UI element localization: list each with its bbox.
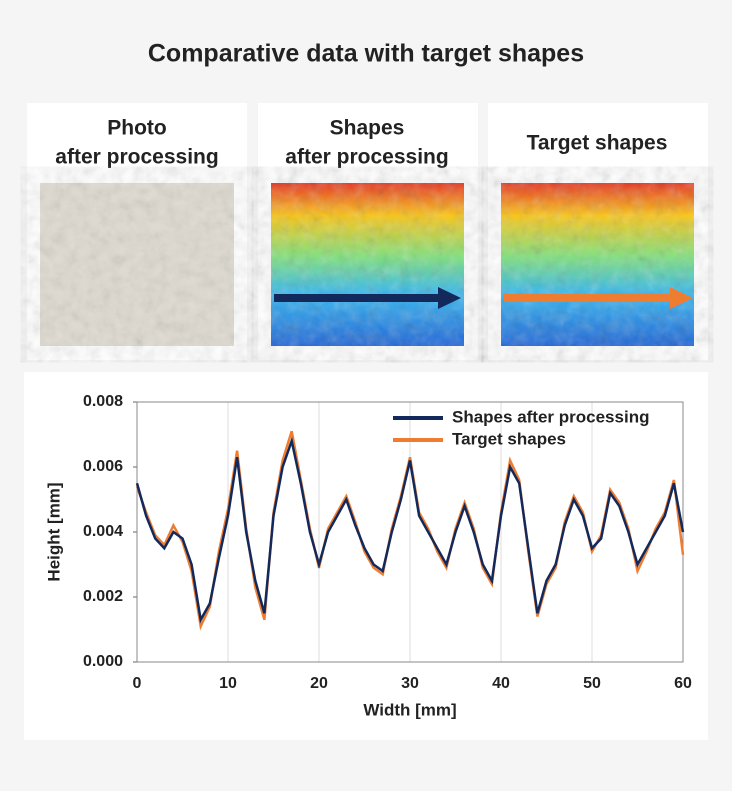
heatmap-texture — [271, 183, 464, 346]
arrow-head — [670, 287, 693, 309]
panel-title: after processing — [55, 146, 218, 169]
y-tick-label: 0.000 — [83, 653, 123, 670]
heatmap-texture — [501, 183, 694, 346]
x-tick-label: 50 — [583, 675, 601, 692]
chart: 0 10 20 30 40 50 60 0.000 0.002 0.004 0.006 0.008 Wi… — [44, 393, 692, 719]
data-line — [135, 436, 685, 624]
y-tick-label: 0.008 — [83, 393, 123, 410]
y-tick-label: 0.006 — [83, 458, 123, 475]
y-tick-label: 0.002 — [83, 588, 123, 605]
panel-title: Photo — [107, 117, 166, 140]
y-axis-label: Height [mm] — [44, 482, 63, 581]
x-axis-label: Width [mm] — [363, 700, 456, 719]
x-tick-label: 60 — [674, 675, 692, 692]
x-tick-label: 0 — [133, 675, 142, 692]
x-tick-label: 30 — [401, 675, 419, 692]
x-tick-label: 40 — [492, 675, 510, 692]
panel-title: Shapes — [330, 117, 405, 140]
x-tick-label: 20 — [310, 675, 328, 692]
page-title: Comparative data with target shapes — [148, 40, 584, 68]
panel-title: Target shapes — [527, 132, 668, 155]
photo-texture — [40, 183, 234, 346]
x-tick-label: 10 — [219, 675, 237, 692]
legend-label: Shapes after processing — [452, 407, 649, 426]
arrow-head — [438, 287, 461, 309]
panel-title: after processing — [285, 146, 448, 169]
y-tick-label: 0.004 — [83, 523, 123, 540]
legend-label: Target shapes — [452, 429, 566, 448]
